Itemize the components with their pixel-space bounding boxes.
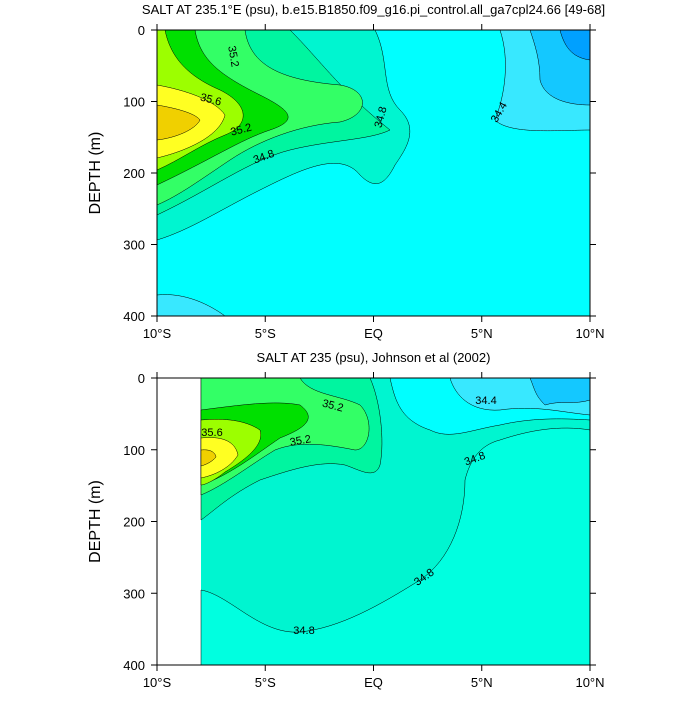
contour-fill [200, 427, 591, 666]
contour-fill [200, 437, 239, 479]
y-tick-label: 0 [138, 371, 145, 386]
contour-label: 35.2 [289, 433, 312, 449]
contour-label: 35.6 [199, 92, 223, 109]
y-tick-label: 200 [123, 166, 145, 181]
chart-title: SALT AT 235.1°E (psu), b.e15.B1850.f09_g… [142, 2, 605, 17]
y-tick-label: 100 [123, 443, 145, 458]
contour-fill [200, 449, 217, 467]
chart-title: SALT AT 235 (psu), Johnson et al (2002) [257, 350, 491, 365]
x-tick-label: EQ [364, 326, 383, 341]
y-axis-label: DEPTH (m) [87, 132, 104, 215]
x-tick-label: 5°S [255, 675, 276, 690]
panel: 35.2 35.6 35.2 34.4 34.8 34.8 34.8 SALT … [87, 350, 605, 690]
contour-fill [529, 377, 591, 406]
x-tick-label: 10°N [575, 326, 604, 341]
contour-label: 35.2 [321, 398, 345, 415]
y-tick-label: 400 [123, 309, 145, 324]
y-tick-label: 100 [123, 95, 145, 110]
contour-label: 34.8 [373, 105, 390, 129]
y-tick-label: 300 [123, 586, 145, 601]
panel: 35.2 35.6 35.2 34.8 34.8 34.4 SALT AT 23… [87, 2, 605, 341]
x-tick-label: 5°N [471, 675, 493, 690]
x-tick-label: 5°N [471, 326, 493, 341]
y-axis-label: DEPTH (m) [87, 480, 104, 563]
contour-label: 35.2 [229, 122, 253, 139]
x-tick-label: 5°S [255, 326, 276, 341]
x-tick-label: EQ [364, 675, 383, 690]
contour-label: 35.2 [225, 45, 241, 68]
y-tick-label: 300 [123, 238, 145, 253]
contour-fill [156, 104, 201, 141]
x-tick-label: 10°N [575, 675, 604, 690]
y-tick-label: 400 [123, 658, 145, 673]
x-tick-label: 10°S [143, 326, 172, 341]
contour-label: 34.4 [475, 395, 496, 407]
x-tick-label: 10°S [143, 675, 172, 690]
contour-label: 34.8 [293, 625, 314, 637]
y-tick-label: 0 [138, 23, 145, 38]
y-tick-label: 200 [123, 515, 145, 530]
contour-label: 35.6 [201, 427, 222, 439]
